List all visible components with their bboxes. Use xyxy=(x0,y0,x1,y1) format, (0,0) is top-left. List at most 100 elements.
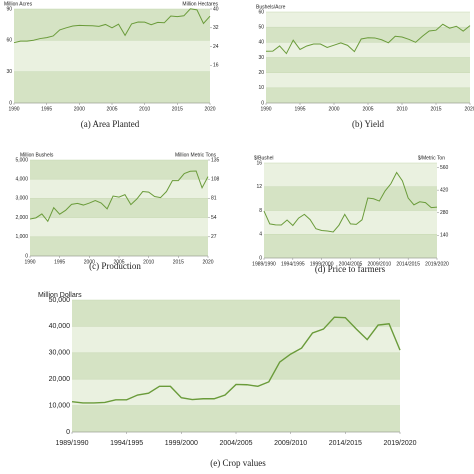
x-tick-label: 2010 xyxy=(396,106,407,112)
y-tick-label: 10,000 xyxy=(49,402,71,409)
y-tick-label: 2,000 xyxy=(15,215,28,221)
x-tick-label: 1995 xyxy=(41,106,52,112)
y2-tick-label: 40 xyxy=(213,6,219,12)
y-tick-label: 8 xyxy=(259,208,262,214)
x-tick-label: 2000 xyxy=(74,106,85,112)
caption: (e) Crop values xyxy=(210,458,266,468)
line-series xyxy=(265,23,471,55)
y-tick-label: 0 xyxy=(259,255,262,261)
x-tick-label: 2005 xyxy=(362,106,373,112)
grid-band xyxy=(72,300,400,327)
x-tick-label: 2019/2020 xyxy=(383,440,416,447)
x-tick-label: 1995 xyxy=(54,259,65,265)
y-axis-label: $/Bushel xyxy=(254,155,273,161)
y2-tick-label: 54 xyxy=(211,215,217,221)
y2-tick-label: 27 xyxy=(211,234,217,240)
grid-band xyxy=(266,27,470,43)
caption: (a) Area Planted xyxy=(81,119,140,129)
x-tick-label: 2015 xyxy=(430,106,441,112)
y-tick-label: 60 xyxy=(258,9,264,15)
y-tick-label: 60 xyxy=(6,38,12,44)
x-tick-label: 2004/2005 xyxy=(219,440,252,447)
y-tick-label: 30 xyxy=(258,55,264,61)
x-tick-label: 1994/1995 xyxy=(110,440,143,447)
y-tick-label: 0 xyxy=(261,100,264,106)
grid-band xyxy=(30,236,208,256)
grid-band xyxy=(72,352,400,380)
y-tick-label: 10 xyxy=(258,85,264,91)
y2-axis-label: Million Hectares xyxy=(182,1,218,7)
y-tick-label: 90 xyxy=(6,6,12,12)
line-series xyxy=(13,8,211,44)
y2-axis-label: $/Metric Ton xyxy=(418,155,445,161)
y-tick-label: 4 xyxy=(259,232,262,238)
y2-tick-label: 81 xyxy=(211,196,217,202)
x-tick-label: 2014/2015 xyxy=(396,261,420,267)
grid-band xyxy=(72,405,400,432)
y-tick-label: 1,000 xyxy=(15,234,28,240)
x-tick-label: 2009/2010 xyxy=(274,440,307,447)
line-series xyxy=(263,171,438,233)
grid-band xyxy=(14,9,210,41)
x-tick-label: 2005 xyxy=(113,259,124,265)
grid-band xyxy=(266,87,470,103)
y2-tick-label: 32 xyxy=(213,25,219,31)
y2-tick-label: 280 xyxy=(440,210,449,216)
x-tick-label: 1999/2000 xyxy=(310,261,334,267)
x-tick-label: 2010 xyxy=(143,259,154,265)
y-tick-label: 20 xyxy=(258,70,264,76)
y-tick-label: 30,000 xyxy=(49,350,71,357)
x-tick-label: 2014/2015 xyxy=(329,440,362,447)
x-tick-label: 1990 xyxy=(260,106,271,112)
grid-band xyxy=(264,186,437,211)
grid-band xyxy=(30,198,208,218)
y2-tick-label: 108 xyxy=(211,177,220,183)
x-tick-label: 1999/2000 xyxy=(165,440,198,447)
x-tick-label: 1994/1995 xyxy=(281,261,305,267)
y2-tick-label: 560 xyxy=(440,165,449,171)
x-tick-label: 1989/1990 xyxy=(252,261,276,267)
x-tick-label: 2009/2010 xyxy=(368,261,392,267)
x-tick-label: 2020 xyxy=(204,106,215,112)
x-tick-label: 2015 xyxy=(173,259,184,265)
x-tick-label: 2020 xyxy=(202,259,213,265)
y-tick-label: 0 xyxy=(66,429,70,436)
y2-tick-label: 420 xyxy=(440,187,449,193)
y2-tick-label: 24 xyxy=(213,44,219,50)
y-tick-label: 30 xyxy=(6,69,12,75)
y2-tick-label: 16 xyxy=(213,63,219,69)
y-tick-label: 16 xyxy=(256,160,262,166)
x-tick-label: 2000 xyxy=(84,259,95,265)
y2-tick-label: 140 xyxy=(440,233,449,239)
grid-band xyxy=(14,71,210,103)
line-series xyxy=(71,316,401,404)
y-axis-label: Million Dollars xyxy=(38,292,82,299)
x-tick-label: 1990 xyxy=(8,106,19,112)
y-tick-label: 40,000 xyxy=(49,323,71,330)
x-tick-label: 2000 xyxy=(328,106,339,112)
y-tick-label: 0 xyxy=(9,100,12,106)
line-series xyxy=(29,170,209,223)
grid-band xyxy=(30,160,208,180)
x-tick-label: 2020 xyxy=(464,106,474,112)
y-tick-label: 3,000 xyxy=(15,196,28,202)
x-tick-label: 2004/2005 xyxy=(339,261,363,267)
x-tick-label: 2015 xyxy=(172,106,183,112)
x-tick-label: 2005 xyxy=(106,106,117,112)
y-tick-label: 0 xyxy=(25,253,28,259)
y2-tick-label: 135 xyxy=(211,157,220,163)
y-tick-label: 4,000 xyxy=(15,177,28,183)
y2-axis-label: Million Metric Tons xyxy=(175,152,217,158)
x-tick-label: 1990 xyxy=(24,259,35,265)
y-tick-label: 40 xyxy=(258,40,264,46)
caption: (c) Production xyxy=(89,261,141,271)
y-axis-label: Bushels/Acre xyxy=(256,4,286,10)
y-axis-label: Million Bushels xyxy=(20,152,54,158)
x-tick-label: 2019/2020 xyxy=(425,261,449,267)
x-tick-label: 1989/1990 xyxy=(55,440,88,447)
y-tick-label: 12 xyxy=(256,184,262,190)
caption: (d) Price to farmers xyxy=(315,264,386,274)
y-tick-label: 5,000 xyxy=(15,157,28,163)
caption: (b) Yield xyxy=(352,119,384,129)
